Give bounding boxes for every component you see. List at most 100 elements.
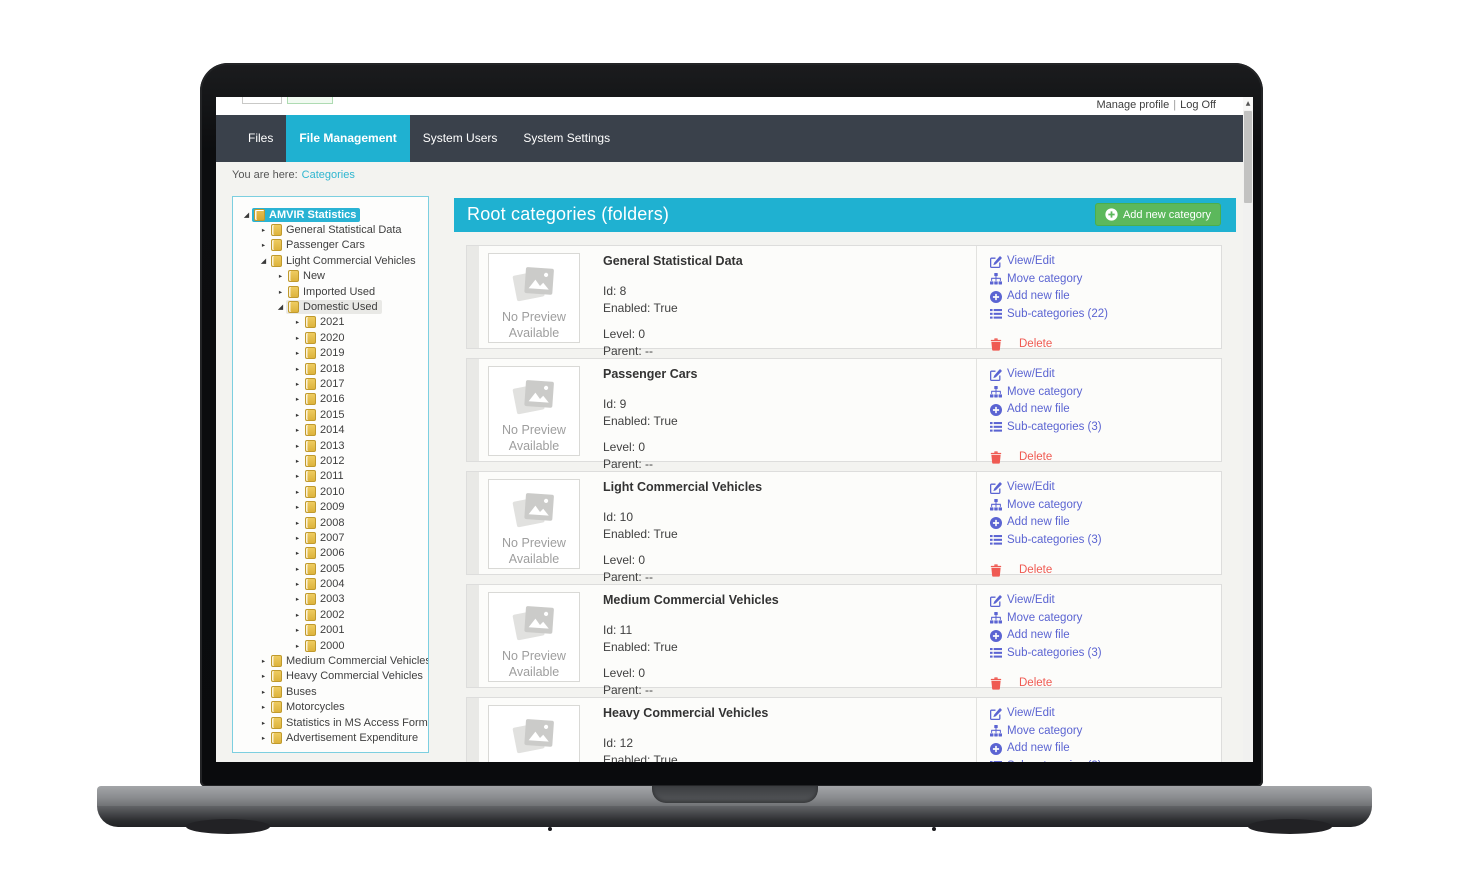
- sub-categories-link[interactable]: Sub-categories (3): [990, 419, 1221, 437]
- tab-file-management[interactable]: File Management: [286, 115, 410, 162]
- tree-item[interactable]: ▸ Motorcycles: [237, 700, 424, 715]
- view-edit-link[interactable]: View/Edit: [990, 253, 1221, 271]
- expand-arrow-icon[interactable]: ▸: [261, 226, 266, 235]
- expand-arrow-icon[interactable]: ▸: [295, 641, 300, 650]
- expand-arrow-icon[interactable]: ▸: [295, 441, 300, 450]
- tree-item[interactable]: ▸ 2006: [237, 546, 424, 561]
- tree-node[interactable]: 2013: [303, 439, 348, 453]
- expand-arrow-icon[interactable]: ▸: [295, 580, 300, 589]
- expand-arrow-icon[interactable]: ▸: [295, 426, 300, 435]
- vertical-scrollbar[interactable]: ▲: [1243, 97, 1253, 762]
- sub-categories-link[interactable]: Sub-categories (3): [990, 532, 1221, 550]
- tree-node[interactable]: General Statistical Data: [269, 223, 406, 237]
- tree-item[interactable]: ▸ New: [237, 269, 424, 284]
- tree-item[interactable]: ▸ Advertisement Expenditure: [237, 730, 424, 745]
- scrollbar-thumb[interactable]: [1244, 111, 1252, 203]
- move-category-link[interactable]: Move category: [990, 610, 1221, 628]
- tree-node[interactable]: 2018: [303, 362, 348, 376]
- tree-item[interactable]: ▸ 2011: [237, 469, 424, 484]
- expand-arrow-icon[interactable]: ▸: [295, 456, 300, 465]
- tree-item[interactable]: ◢ AMVIR Statistics: [237, 207, 424, 222]
- sub-categories-link[interactable]: Sub-categories (3): [990, 758, 1221, 762]
- expand-arrow-icon[interactable]: ▸: [261, 733, 266, 742]
- tab-files[interactable]: Files: [248, 131, 274, 145]
- sub-categories-link[interactable]: Sub-categories (3): [990, 645, 1221, 663]
- expand-arrow-icon[interactable]: ▸: [261, 718, 266, 727]
- tree-node[interactable]: 2009: [303, 500, 348, 514]
- manage-profile-link[interactable]: Manage profile: [1096, 99, 1170, 111]
- tree-node[interactable]: New: [286, 269, 329, 283]
- tree-node[interactable]: Advertisement Expenditure: [269, 731, 422, 745]
- expand-arrow-icon[interactable]: ▸: [295, 410, 300, 419]
- delete-link[interactable]: Delete: [990, 675, 1221, 693]
- partial-button-left[interactable]: [242, 97, 282, 104]
- view-edit-link[interactable]: View/Edit: [990, 366, 1221, 384]
- tree-item[interactable]: ▸ Imported Used: [237, 284, 424, 299]
- view-edit-link[interactable]: View/Edit: [990, 592, 1221, 610]
- tree-node[interactable]: 2010: [303, 485, 348, 499]
- tree-item[interactable]: ▸ 2004: [237, 576, 424, 591]
- expand-arrow-icon[interactable]: ◢: [277, 303, 284, 312]
- tree-node[interactable]: 2014: [303, 423, 348, 437]
- tree-node[interactable]: 2011: [303, 469, 348, 483]
- tree-item[interactable]: ◢ Domestic Used: [237, 299, 424, 315]
- delete-link[interactable]: Delete: [990, 336, 1221, 354]
- tree-item[interactable]: ▸ General Statistical Data: [237, 222, 424, 237]
- tab-system-settings[interactable]: System Settings: [523, 131, 611, 145]
- expand-arrow-icon[interactable]: ▸: [295, 318, 300, 327]
- tree-item[interactable]: ▸ 2009: [237, 499, 424, 514]
- tree-item[interactable]: ▸ Medium Commercial Vehicles: [237, 653, 428, 668]
- add-new-file-link[interactable]: Add new file: [990, 288, 1221, 306]
- tree-node[interactable]: Heavy Commercial Vehicles: [269, 669, 427, 683]
- expand-arrow-icon[interactable]: ▸: [295, 610, 300, 619]
- add-new-file-link[interactable]: Add new file: [990, 627, 1221, 645]
- expand-arrow-icon[interactable]: ▸: [278, 287, 283, 296]
- add-new-file-link[interactable]: Add new file: [990, 740, 1221, 758]
- tree-node[interactable]: 2005: [303, 562, 348, 576]
- tree-node[interactable]: 2017: [303, 377, 348, 391]
- tree-node[interactable]: 2007: [303, 531, 348, 545]
- tree-item[interactable]: ▸ 2000: [237, 638, 424, 653]
- expand-arrow-icon[interactable]: ◢: [260, 256, 267, 265]
- move-category-link[interactable]: Move category: [990, 497, 1221, 515]
- tree-node[interactable]: Medium Commercial Vehicles: [269, 654, 428, 668]
- expand-arrow-icon[interactable]: ▸: [295, 487, 300, 496]
- add-new-file-link[interactable]: Add new file: [990, 401, 1221, 419]
- tree-node[interactable]: AMVIR Statistics: [252, 207, 361, 222]
- move-category-link[interactable]: Move category: [990, 384, 1221, 402]
- add-new-file-link[interactable]: Add new file: [990, 514, 1221, 532]
- tree-node[interactable]: Buses: [269, 685, 321, 699]
- sub-categories-link[interactable]: Sub-categories (22): [990, 306, 1221, 324]
- tree-node[interactable]: 2016: [303, 392, 348, 406]
- tree-node[interactable]: Domestic Used: [286, 300, 382, 315]
- tree-item[interactable]: ▸ 2019: [237, 346, 424, 361]
- tree-node[interactable]: 2019: [303, 346, 348, 360]
- expand-arrow-icon[interactable]: ◢: [243, 210, 250, 219]
- expand-arrow-icon[interactable]: ▸: [295, 518, 300, 527]
- tree-item[interactable]: ▸ 2014: [237, 422, 424, 437]
- expand-arrow-icon[interactable]: ▸: [295, 503, 300, 512]
- move-category-link[interactable]: Move category: [990, 271, 1221, 289]
- tree-item[interactable]: ▸ 2001: [237, 623, 424, 638]
- tree-item[interactable]: ◢ Light Commercial Vehicles: [237, 253, 424, 268]
- tree-node[interactable]: 2003: [303, 592, 348, 606]
- expand-arrow-icon[interactable]: ▸: [295, 595, 300, 604]
- expand-arrow-icon[interactable]: ▸: [295, 549, 300, 558]
- expand-arrow-icon[interactable]: ▸: [295, 472, 300, 481]
- tree-node[interactable]: Motorcycles: [269, 700, 349, 714]
- tree-item[interactable]: ▸ 2003: [237, 592, 424, 607]
- tree-node[interactable]: 2008: [303, 516, 348, 530]
- expand-arrow-icon[interactable]: ▸: [261, 672, 266, 681]
- log-off-link[interactable]: Log Off: [1180, 99, 1216, 111]
- tree-item[interactable]: ▸ 2017: [237, 376, 424, 391]
- tree-node[interactable]: 2002: [303, 608, 348, 622]
- breadcrumb-categories-link[interactable]: Categories: [301, 169, 355, 181]
- expand-arrow-icon[interactable]: ▸: [261, 241, 266, 250]
- tree-item[interactable]: ▸ 2015: [237, 407, 424, 422]
- tree-item[interactable]: ▸ 2007: [237, 530, 424, 545]
- tree-node[interactable]: 2012: [303, 454, 348, 468]
- tree-node[interactable]: 2006: [303, 546, 348, 560]
- tree-item[interactable]: ▸ 2021: [237, 315, 424, 330]
- delete-link[interactable]: Delete: [990, 449, 1221, 467]
- expand-arrow-icon[interactable]: ▸: [295, 564, 300, 573]
